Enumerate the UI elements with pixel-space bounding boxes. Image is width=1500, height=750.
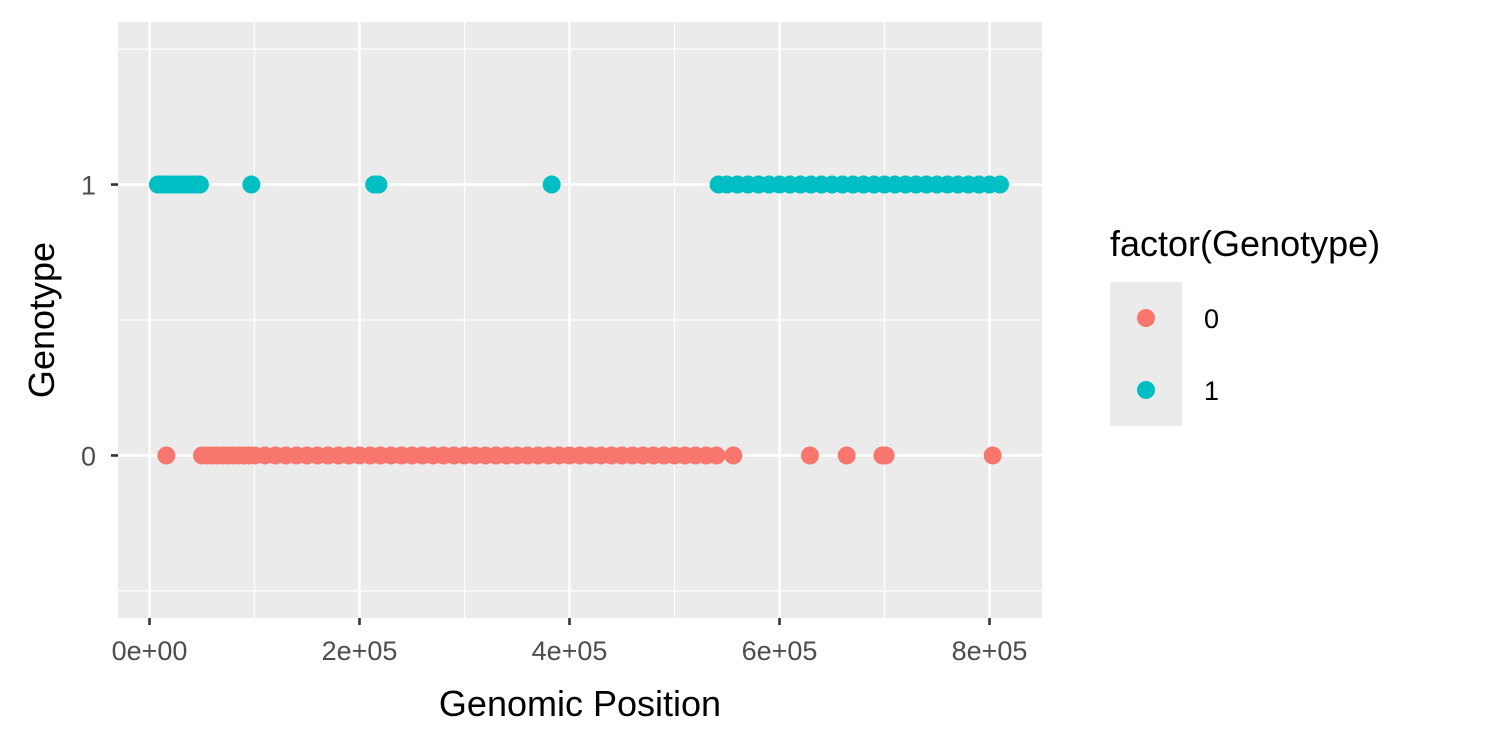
y-tick-label: 1 — [81, 171, 96, 201]
y-axis-title: Genotype — [21, 242, 62, 398]
x-axis-title: Genomic Position — [439, 683, 721, 724]
minor-gridlines — [118, 22, 1042, 618]
legend-key-background — [1110, 282, 1182, 426]
legend-entries: 01 — [1137, 304, 1219, 406]
data-point-genotype-1 — [542, 175, 561, 194]
legend-label-0: 0 — [1204, 304, 1219, 334]
y-tick-label: 0 — [81, 441, 96, 471]
data-point-genotype-0 — [707, 446, 726, 465]
legend-key-1 — [1137, 381, 1155, 399]
data-point-genotype-0 — [983, 446, 1002, 465]
data-point-genotype-0 — [876, 446, 895, 465]
major-gridlines — [118, 22, 1042, 618]
data-points — [148, 175, 1009, 465]
data-point-genotype-1 — [242, 175, 261, 194]
data-point-genotype-0 — [157, 446, 176, 465]
x-tick-label: 6e+05 — [742, 636, 818, 666]
legend: factor(Genotype) 01 — [1110, 223, 1380, 426]
data-point-genotype-1 — [991, 175, 1009, 194]
x-tick-label: 0e+00 — [112, 636, 188, 666]
legend-key-0 — [1137, 309, 1155, 327]
y-axis: 01 — [81, 171, 118, 471]
x-tick-label: 2e+05 — [322, 636, 398, 666]
legend-title: factor(Genotype) — [1110, 223, 1380, 264]
x-tick-label: 8e+05 — [952, 636, 1028, 666]
x-axis: 0e+00 2e+05 4e+05 6e+05 8e+05 — [112, 618, 1028, 666]
data-point-genotype-0 — [800, 446, 819, 465]
data-point-genotype-0 — [724, 446, 743, 465]
data-point-genotype-1 — [369, 175, 388, 194]
data-point-genotype-0 — [837, 446, 856, 465]
legend-label-1: 1 — [1204, 376, 1219, 406]
data-point-genotype-1 — [190, 175, 209, 194]
x-tick-label: 4e+05 — [532, 636, 608, 666]
